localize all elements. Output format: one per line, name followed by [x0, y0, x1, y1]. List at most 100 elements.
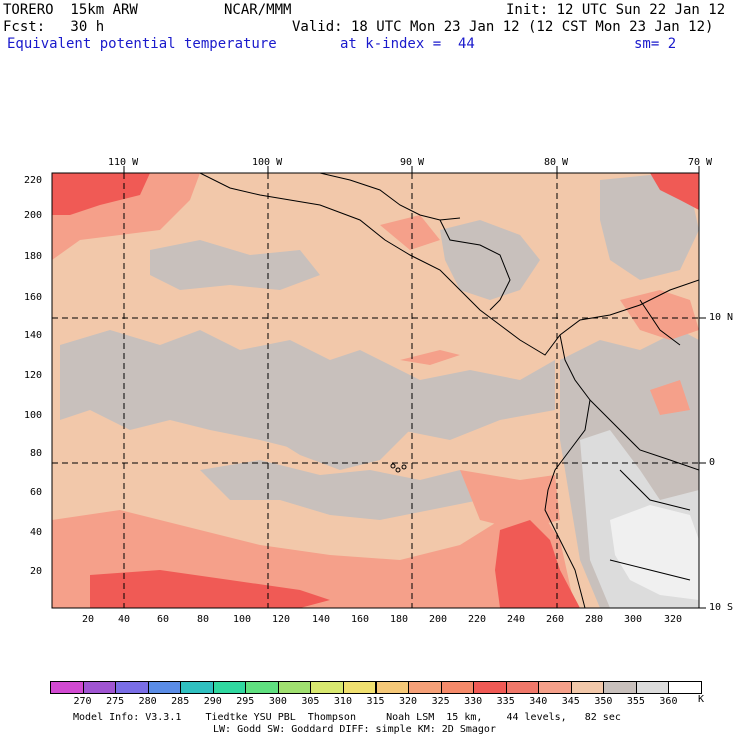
field-name: Equivalent potential temperature: [7, 36, 277, 52]
x-tick-label: 320: [664, 614, 683, 625]
colorbar-swatch: [147, 681, 182, 694]
warm-region: [380, 215, 440, 250]
x-tick-label: 220: [468, 614, 487, 625]
warm-region: [460, 470, 560, 530]
colorbar-label: 275: [106, 696, 125, 707]
colorbar-swatch: [277, 681, 312, 694]
colorbar-swatch: [473, 681, 507, 694]
colorbar-label: 350: [594, 696, 613, 707]
y-tick-label: 180: [24, 251, 43, 262]
colorbar-swatch: [82, 681, 117, 694]
x-tick-label: 240: [507, 614, 526, 625]
model-title: TORERO 15km ARW: [3, 2, 138, 18]
valid-time: Valid: 18 UTC Mon 23 Jan 12 (12 CST Mon …: [292, 19, 714, 35]
colorbar-label: 270: [73, 696, 92, 707]
colorbar-label: 355: [626, 696, 645, 707]
colorbar-swatch: [440, 681, 475, 694]
lat-label: 0: [709, 457, 716, 468]
x-tick-label: 80: [197, 614, 210, 625]
y-tick-label: 100: [24, 410, 43, 421]
lon-label: 100 W: [252, 157, 283, 168]
physics-info: LW: Godd SW: Goddard DIFF: simple KM: 2D…: [213, 724, 496, 735]
x-tick-label: 200: [429, 614, 448, 625]
y-tick-label: 220: [24, 175, 43, 186]
colorbar-swatch: [115, 681, 149, 694]
init-time: Init: 12 UTC Sun 22 Jan 12: [506, 2, 726, 18]
hot-region: [650, 173, 699, 210]
y-tick-label: 80: [30, 448, 43, 459]
colorbar-swatch: [310, 681, 344, 694]
x-tick-label: 40: [118, 614, 131, 625]
colorbar-label: 325: [431, 696, 450, 707]
map-frame: [51, 172, 700, 609]
colorbar-label: 360: [659, 696, 678, 707]
colorbar-unit: K: [698, 694, 705, 705]
lat-label: 10 S: [709, 602, 734, 613]
x-tick-label: 260: [546, 614, 565, 625]
model-info: Model Info: V3.3.1 Tiedtke YSU PBL Thomp…: [73, 712, 621, 723]
lon-label: 110 W: [108, 157, 139, 168]
graticule: [52, 173, 699, 608]
coastlines: [199, 173, 699, 608]
colorbar-swatch: [635, 681, 670, 694]
colorbar-label: 300: [268, 696, 287, 707]
gray-region: [440, 220, 540, 300]
colorbar-swatch: [375, 681, 410, 694]
y-tick-label: 140: [24, 330, 43, 341]
hot-region: [495, 520, 580, 608]
colorbar-swatch: [570, 681, 605, 694]
x-tick-label: 120: [272, 614, 291, 625]
x-tick-label: 160: [351, 614, 370, 625]
warm-region: [400, 350, 460, 365]
x-tick-label: 60: [157, 614, 170, 625]
colorbar-swatch: [50, 681, 84, 694]
colorbar-label: 290: [203, 696, 222, 707]
x-tick-label: 300: [624, 614, 643, 625]
gray-region: [150, 240, 320, 290]
hot-region: [90, 570, 330, 608]
colorbar-swatch: [538, 681, 572, 694]
warm-region: [620, 290, 699, 340]
colorbar-label: 330: [464, 696, 483, 707]
y-tick-label: 200: [24, 210, 43, 221]
colorbar-label: 335: [496, 696, 515, 707]
colorbar-swatch: [180, 681, 214, 694]
gray-region: [200, 460, 480, 520]
forecast-hour: Fcst: 30 h: [3, 19, 105, 35]
colorbar-label: 285: [171, 696, 190, 707]
y-tick-label: 120: [24, 370, 43, 381]
x-tick-label: 280: [585, 614, 604, 625]
colorbar-label: 320: [399, 696, 418, 707]
colorbar-label: 340: [529, 696, 548, 707]
x-tick-label: 180: [390, 614, 409, 625]
colorbar-swatch: [603, 681, 637, 694]
gray-region: [250, 380, 420, 470]
colorbar-label: 280: [138, 696, 157, 707]
y-tick-label: 160: [24, 292, 43, 303]
colorbar-label: 310: [333, 696, 352, 707]
colorbar-swatch: [408, 681, 442, 694]
lon-label: 80 W: [544, 157, 569, 168]
frame-ticks: [123, 166, 706, 609]
y-tick-label: 40: [30, 527, 43, 538]
colorbar-label: 315: [366, 696, 385, 707]
smoothing-label: sm= 2: [634, 36, 677, 52]
x-tick-label: 140: [312, 614, 331, 625]
colorbar-swatch: [505, 681, 540, 694]
x-tick-label: 20: [82, 614, 95, 625]
lat-label: 10 N: [709, 312, 734, 323]
colorbar-swatch: [212, 681, 247, 694]
colorbar-swatch: [245, 681, 279, 694]
x-tick-label: 100: [233, 614, 252, 625]
colorbar-label: 305: [301, 696, 320, 707]
lon-label: 90 W: [400, 157, 425, 168]
y-tick-label: 60: [30, 487, 43, 498]
colorbar-swatch: [342, 681, 377, 694]
lon-label: 70 W: [688, 157, 713, 168]
colorbar-label: 295: [236, 696, 255, 707]
colorbar-label: 345: [561, 696, 580, 707]
warm-region: [650, 380, 690, 415]
colorbar-swatch: [668, 681, 702, 694]
y-tick-label: 20: [30, 566, 43, 577]
